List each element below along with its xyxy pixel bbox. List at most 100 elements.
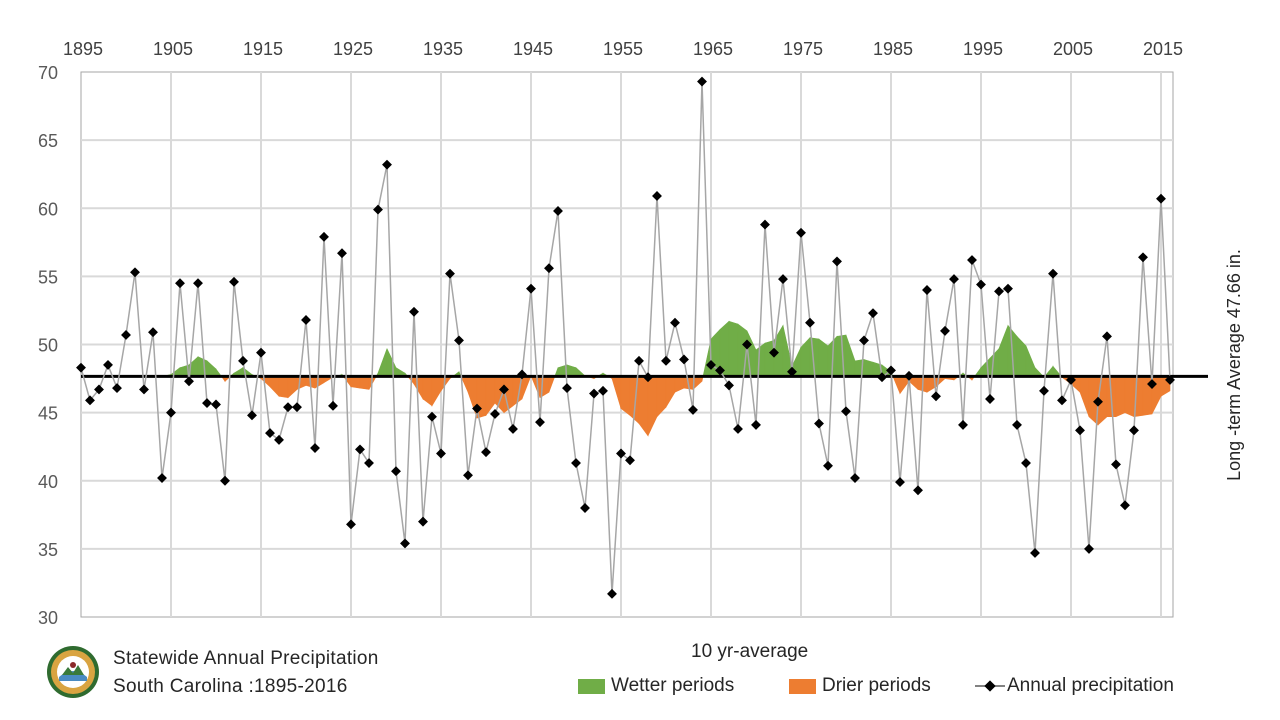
annual-point <box>274 434 284 445</box>
annual-point <box>373 204 383 215</box>
drier-period-segment <box>359 376 370 390</box>
y-tick-label: 50 <box>38 336 58 356</box>
x-tick-label: 2015 <box>1143 39 1183 59</box>
y-tick-label: 30 <box>38 608 58 628</box>
drier-period-segment <box>620 376 631 416</box>
wetter-period-segment <box>863 359 874 377</box>
annual-point <box>814 418 824 429</box>
annual-point <box>166 407 176 418</box>
annual-point <box>742 339 752 350</box>
legend-drier: Drier periods <box>789 673 931 699</box>
caption-line-1: Statewide Annual Precipitation <box>113 648 379 669</box>
x-tick-label: 1915 <box>243 39 283 59</box>
annual-point <box>310 443 320 453</box>
annual-point <box>1021 458 1031 468</box>
annual-point <box>922 285 932 295</box>
annual-point <box>1066 374 1076 385</box>
annual-point <box>778 274 788 285</box>
annual-point <box>1084 543 1094 554</box>
annual-point <box>688 404 698 415</box>
annual-point <box>634 355 644 366</box>
annual-point <box>661 355 671 366</box>
x-tick-label: 1935 <box>423 39 463 59</box>
annual-point <box>1030 548 1040 558</box>
drier-swatch <box>789 678 816 694</box>
annual-point <box>1147 379 1157 389</box>
annual-point <box>1156 193 1166 204</box>
annual-point <box>1012 419 1022 430</box>
annual-point <box>931 391 941 402</box>
x-tick-label: 2005 <box>1053 39 1093 59</box>
annual-point <box>148 327 158 338</box>
annual-point <box>598 385 608 396</box>
annual-point <box>319 231 329 242</box>
annual-point <box>211 399 221 410</box>
annual-point <box>220 475 230 486</box>
x-tick-label: 1985 <box>873 39 913 59</box>
wetter-period-segment <box>764 340 775 377</box>
annual-point <box>283 402 293 413</box>
annual-point <box>859 335 869 346</box>
annual-point <box>967 255 977 265</box>
wetter-swatch <box>578 678 605 694</box>
annual-point <box>238 355 248 366</box>
annual-point <box>1057 395 1067 406</box>
annual-point <box>382 159 392 170</box>
legend-wetter-label: Wetter periods <box>611 675 735 696</box>
annual-point <box>733 424 743 434</box>
y-tick-label: 35 <box>38 540 58 560</box>
annual-point <box>580 503 590 513</box>
annual-point <box>724 380 734 391</box>
annual-point <box>535 417 545 428</box>
annual-point <box>391 466 401 477</box>
annual-point <box>202 398 212 409</box>
annual-point <box>265 428 275 439</box>
annual-point <box>184 376 194 387</box>
y-tick-label: 40 <box>38 472 58 492</box>
annual-point <box>463 470 473 481</box>
annual-point <box>1120 500 1130 511</box>
x-tick-label: 1895 <box>63 39 103 59</box>
annual-point <box>1048 268 1058 279</box>
annual-point <box>607 588 617 599</box>
legend-wetter: Wetter periods <box>578 673 734 699</box>
annual-point <box>1075 425 1085 436</box>
legend-annual: Annual precipitation <box>975 673 1174 699</box>
annual-precipitation-line <box>80 81 1171 594</box>
annual-point <box>130 267 140 278</box>
annual-point <box>481 447 491 458</box>
annual-point <box>1003 283 1013 294</box>
drier-period-segment <box>1115 376 1126 418</box>
gridlines <box>81 72 1173 617</box>
annual-point <box>517 369 527 380</box>
annual-point <box>1111 459 1121 470</box>
wetter-period-segment <box>818 338 829 377</box>
annual-point <box>175 278 185 289</box>
annual-point <box>1039 385 1049 396</box>
annual-point <box>913 485 923 496</box>
annual-point <box>553 206 563 216</box>
y-tick-label: 60 <box>38 199 58 219</box>
annual-point <box>508 424 518 434</box>
annual-point <box>454 335 464 346</box>
annual-point <box>193 278 203 289</box>
annual-point <box>355 444 365 455</box>
y-axis-tick-labels: 70 65 60 55 50 45 40 35 30 <box>38 63 58 628</box>
x-tick-label: 1925 <box>333 39 373 59</box>
chart-caption: Statewide Annual Precipitation South Car… <box>113 645 379 701</box>
annual-point <box>940 325 950 336</box>
drier-period-segment <box>1124 376 1135 418</box>
annual-point <box>562 383 572 394</box>
annual-point <box>472 403 482 414</box>
annual-point <box>1102 331 1112 342</box>
annual-point <box>346 519 356 530</box>
annual-point <box>886 365 896 376</box>
annual-point <box>868 308 878 319</box>
annual-point <box>436 448 446 459</box>
annual-point <box>337 248 347 259</box>
annual-point <box>706 359 716 370</box>
annual-point <box>571 458 581 468</box>
drier-period-segment <box>350 376 361 389</box>
annual-point <box>823 460 833 471</box>
